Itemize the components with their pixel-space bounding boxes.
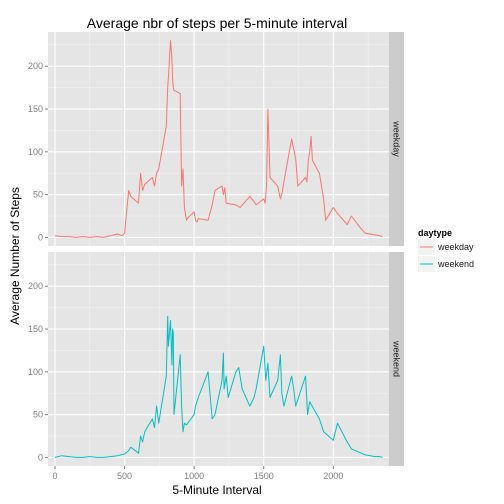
x-tick-label: 2000	[323, 471, 343, 481]
x-axis-ticks: 0 500 1000 1500 2000	[52, 466, 343, 481]
y-tick-label: 50	[33, 190, 43, 200]
series-line-weekday	[54, 40, 383, 238]
x-tick-label: 1000	[184, 471, 204, 481]
y-tick-label: 100	[28, 367, 43, 377]
legend-label-weekday: weekday	[437, 242, 474, 252]
strip-label-weekday: weekday	[392, 120, 402, 157]
x-tick-label: 1500	[254, 471, 274, 481]
y-axis-ticks-weekday: 0 50 100 150 200	[28, 61, 48, 242]
legend-title: daytype	[418, 228, 452, 238]
y-tick-label: 150	[28, 104, 43, 114]
y-tick-label: 50	[33, 410, 43, 420]
y-axis-title: Average Number of Steps	[8, 187, 22, 325]
legend-entry-weekend: weekend	[418, 256, 474, 272]
x-tick-label: 500	[117, 471, 132, 481]
x-tick-label: 0	[52, 471, 57, 481]
y-axis-ticks-weekend: 0 50 100 150 200	[28, 281, 48, 462]
strip-weekday	[389, 32, 404, 246]
series-line-weekend	[54, 315, 383, 458]
y-tick-label: 150	[28, 324, 43, 334]
y-tick-label: 0	[38, 452, 43, 462]
chart-title: Average nbr of steps per 5-minute interv…	[87, 15, 347, 31]
x-axis-title: 5-Minute Interval	[172, 483, 261, 497]
series-weekend	[54, 315, 383, 458]
strip-label-weekend: weekend	[392, 340, 402, 377]
y-tick-label: 100	[28, 147, 43, 157]
legend-label-weekend: weekend	[437, 259, 474, 269]
legend-entry-weekday: weekday	[418, 239, 474, 255]
y-tick-label: 200	[28, 281, 43, 291]
panel-weekend: 0 50 100 150 200 weekend	[28, 252, 404, 466]
panel-background-weekend	[48, 252, 389, 466]
gridlines-weekday	[48, 32, 389, 246]
legend: daytype weekday weekend	[418, 228, 474, 272]
panel-weekday: 0 50 100 150 200 weekday	[28, 32, 404, 246]
y-tick-label: 0	[38, 232, 43, 242]
y-tick-label: 200	[28, 61, 43, 71]
strip-weekend	[389, 252, 404, 466]
series-weekday	[54, 40, 383, 238]
